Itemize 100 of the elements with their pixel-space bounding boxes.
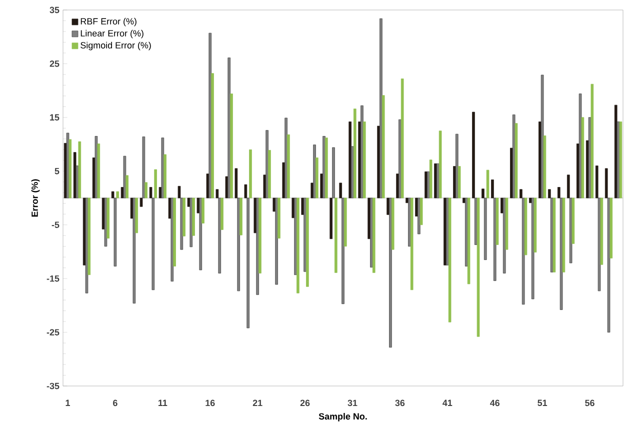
- bar: [572, 198, 575, 244]
- bar: [396, 174, 399, 198]
- bar: [456, 134, 458, 198]
- bar: [351, 146, 354, 198]
- bar: [472, 112, 475, 198]
- bar: [114, 198, 117, 266]
- bar: [190, 198, 193, 248]
- legend-label: Linear Error (%): [80, 30, 144, 38]
- bar: [400, 78, 404, 198]
- x-tick-label: 1: [66, 400, 70, 406]
- x-tick-label: 56: [585, 400, 594, 406]
- bar: [424, 171, 428, 198]
- legend-label: RBF Error (%): [80, 18, 136, 26]
- bar: [467, 198, 470, 284]
- bar: [320, 174, 324, 198]
- bar: [562, 198, 566, 272]
- bar: [106, 198, 110, 238]
- x-tick-label: 21: [252, 400, 262, 406]
- bar: [152, 198, 155, 290]
- x-tick-label: 31: [348, 400, 358, 406]
- bar: [225, 176, 228, 198]
- bar: [534, 198, 537, 252]
- bar: [287, 134, 290, 198]
- bar: [342, 198, 344, 304]
- bar: [126, 175, 128, 198]
- bar: [510, 148, 513, 198]
- bar: [418, 198, 420, 234]
- bar: [187, 198, 190, 207]
- bar: [325, 138, 328, 198]
- bar: [154, 169, 157, 198]
- y-tick-label: 5: [54, 168, 60, 174]
- bar: [464, 198, 468, 266]
- x-tick-label: 11: [158, 400, 168, 406]
- bar: [368, 198, 370, 240]
- bar: [68, 139, 72, 198]
- bar: [604, 168, 608, 198]
- bar: [386, 198, 390, 215]
- bar: [538, 122, 542, 198]
- bar: [199, 198, 202, 270]
- bar: [208, 32, 212, 198]
- bar: [78, 141, 82, 198]
- bar: [76, 166, 79, 198]
- bar: [268, 150, 271, 198]
- bar: [192, 198, 195, 236]
- bar: [484, 198, 487, 260]
- bar: [590, 84, 594, 198]
- bar: [228, 58, 230, 198]
- bar: [453, 166, 456, 198]
- bar: [415, 198, 418, 216]
- bar: [332, 147, 335, 198]
- x-tick-label: 16: [206, 400, 215, 406]
- bar: [196, 198, 200, 214]
- bar: [158, 187, 162, 198]
- x-tick-label: 46: [490, 400, 500, 406]
- bar: [94, 136, 98, 198]
- bar: [111, 191, 114, 198]
- bar: [234, 168, 238, 198]
- bar: [310, 182, 314, 198]
- bar: [598, 198, 601, 292]
- bar: [216, 189, 219, 198]
- bar: [249, 149, 252, 198]
- bar: [173, 198, 176, 266]
- bar: [306, 198, 309, 287]
- bar: [552, 198, 556, 272]
- bar: [427, 171, 430, 198]
- bar: [377, 126, 380, 198]
- x-tick-label: 36: [395, 400, 405, 406]
- bar: [296, 198, 300, 294]
- y-tick-label: 35: [50, 6, 60, 14]
- bar: [161, 138, 164, 198]
- bar: [476, 198, 480, 337]
- bar: [360, 105, 364, 198]
- bar: [104, 198, 108, 247]
- bar: [292, 198, 295, 218]
- bar: [330, 198, 333, 240]
- legend-label: Sigmoid Error (%): [80, 42, 151, 50]
- bar: [607, 198, 610, 332]
- bar: [116, 191, 120, 198]
- bar: [246, 198, 250, 328]
- bar: [410, 198, 414, 290]
- bar: [180, 198, 184, 250]
- bar: [322, 136, 326, 198]
- bar: [496, 198, 499, 245]
- bar: [436, 163, 440, 198]
- bar: [474, 198, 478, 245]
- y-tick-label: -35: [46, 382, 60, 390]
- bar: [398, 119, 402, 198]
- bar: [272, 198, 276, 212]
- bar: [389, 198, 392, 348]
- bar: [97, 144, 100, 198]
- bar: [380, 18, 382, 198]
- bar: [240, 198, 242, 236]
- y-tick-label: -15: [46, 275, 60, 282]
- bar: [595, 166, 598, 198]
- bar: [142, 136, 146, 198]
- x-tick-label: 6: [113, 400, 118, 406]
- x-tick-label: 41: [442, 400, 452, 406]
- bar: [149, 187, 152, 198]
- bar: [168, 198, 172, 219]
- bar: [505, 198, 508, 250]
